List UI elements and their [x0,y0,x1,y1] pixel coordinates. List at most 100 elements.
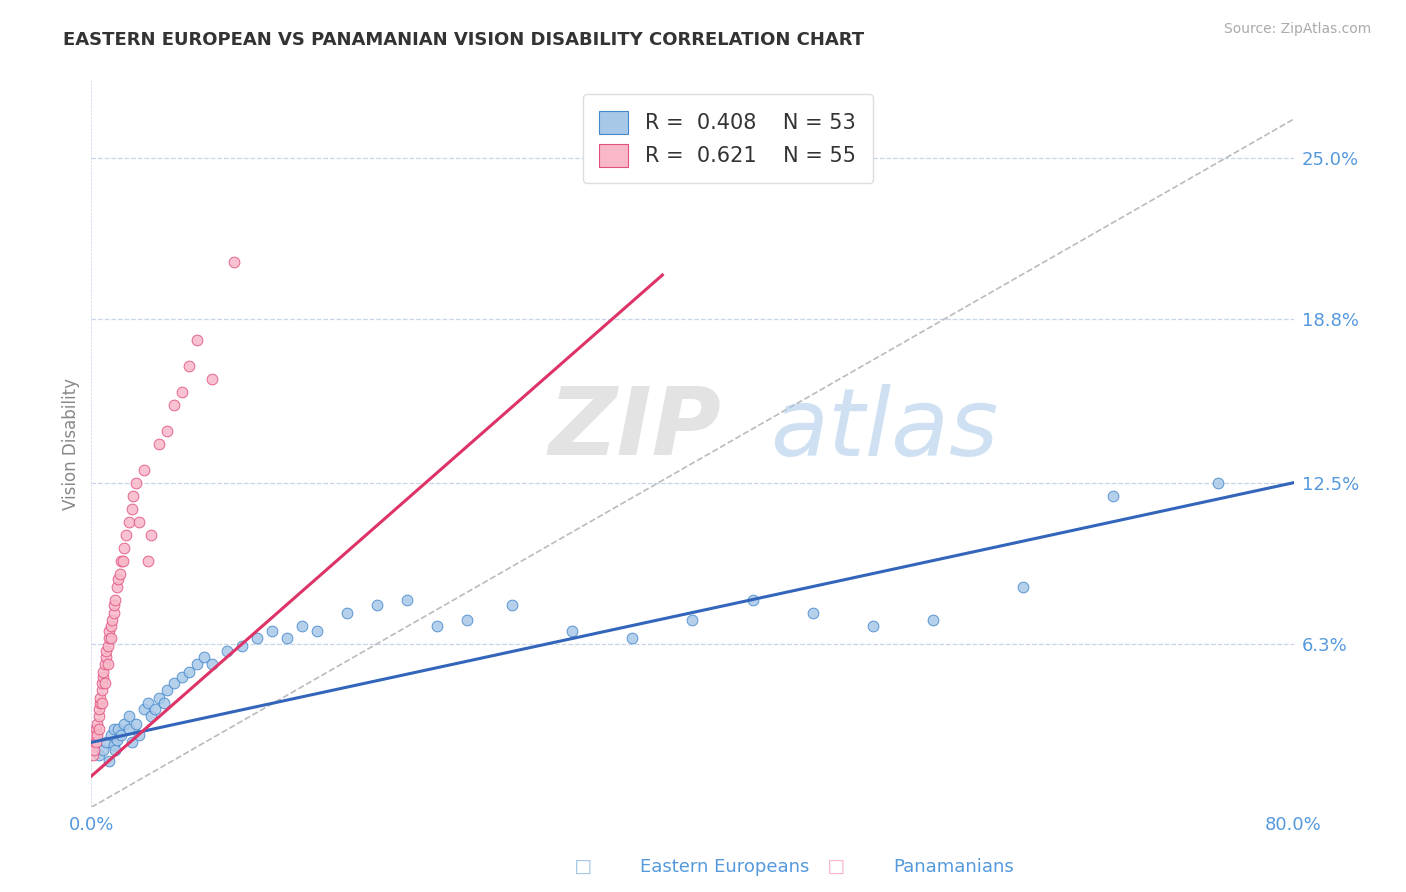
Point [90,675,112,690]
Point [89,691,111,706]
Text: ZIP: ZIP [548,384,721,475]
Point [862,618,884,632]
Point [82,735,104,749]
Point [132,701,155,715]
Point [456,613,478,627]
Point [170,384,193,399]
Point [93,665,115,680]
Point [152,697,174,711]
Point [231,640,253,654]
Point [110,728,132,742]
Point [98,632,121,646]
Point [103,606,125,620]
Point [118,515,141,529]
Point [107,572,129,586]
Point [84,735,107,749]
Point [100,618,122,632]
Point [681,613,703,627]
Y-axis label: Vision Disability: Vision Disability [62,378,80,509]
Point [114,541,136,555]
Point [104,592,127,607]
Point [98,624,121,638]
Text: ◻: ◻ [574,857,593,877]
Point [94,675,117,690]
Point [111,553,134,567]
Point [155,683,177,698]
Point [103,738,125,752]
Point [561,624,583,638]
Point [366,598,388,612]
Point [118,723,141,737]
Point [138,553,160,567]
Point [100,728,122,742]
Point [82,748,104,763]
Point [801,606,824,620]
Point [305,624,328,638]
Point [426,618,449,632]
Point [96,649,118,664]
Point [741,592,763,607]
Point [105,732,128,747]
Point [90,683,112,698]
Point [89,697,111,711]
Point [922,613,945,627]
Point [115,527,138,541]
Point [143,701,166,715]
Point [148,437,170,451]
Text: Eastern Europeans: Eastern Europeans [640,858,808,876]
Point [148,691,170,706]
Point [87,748,110,763]
Point [215,644,238,658]
Point [201,372,224,386]
Point [336,606,359,620]
Point [291,618,314,632]
Point [224,255,246,269]
Point [93,743,115,757]
Point [86,717,108,731]
Point [193,649,215,664]
Point [103,598,125,612]
Point [141,527,163,541]
Point [96,644,118,658]
Point [128,728,150,742]
Point [621,632,644,646]
Point [141,709,163,723]
Text: Panamanians: Panamanians [893,858,1014,876]
Point [155,424,177,438]
Point [125,717,148,731]
Point [1102,489,1125,503]
Text: Source: ZipAtlas.com: Source: ZipAtlas.com [1223,22,1371,37]
Text: ◻: ◻ [827,857,846,877]
Point [121,735,143,749]
Point [98,754,121,768]
Point [87,709,110,723]
Point [104,743,127,757]
Point [110,553,132,567]
Point [103,723,125,737]
Point [246,632,269,646]
Text: atlas: atlas [770,384,998,475]
Point [93,670,115,684]
Text: EASTERN EUROPEAN VS PANAMANIAN VISION DISABILITY CORRELATION CHART: EASTERN EUROPEAN VS PANAMANIAN VISION DI… [63,31,865,49]
Point [87,701,110,715]
Point [163,675,186,690]
Point [83,743,105,757]
Point [138,697,160,711]
Point [501,598,523,612]
Point [1208,475,1230,490]
Point [177,359,200,373]
Point [87,723,110,737]
Point [118,709,141,723]
Point [395,592,418,607]
Point [260,624,283,638]
Point [97,657,120,672]
Point [107,723,129,737]
Legend: R =  0.408    N = 53, R =  0.621    N = 55: R = 0.408 N = 53, R = 0.621 N = 55 [582,95,873,184]
Point [132,463,155,477]
Point [125,475,148,490]
Point [97,640,120,654]
Point [177,665,200,680]
Point [163,398,186,412]
Point [101,613,124,627]
Point [84,723,107,737]
